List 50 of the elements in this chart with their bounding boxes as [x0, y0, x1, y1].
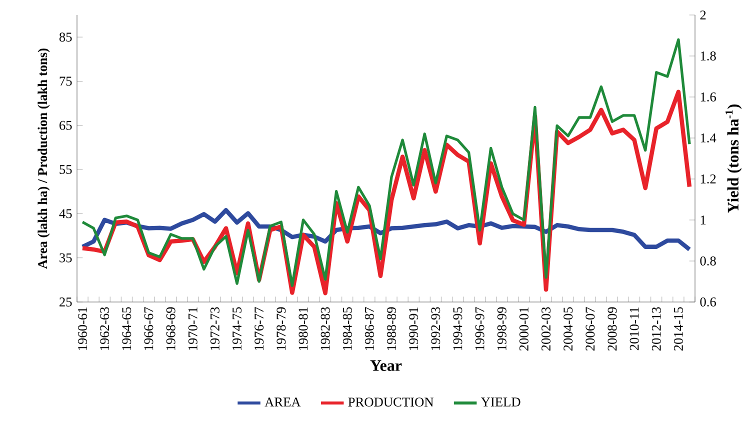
legend-label: YIELD [480, 398, 520, 406]
x-tick-label: 1982-83 [320, 307, 330, 350]
x-tick-label: 1996-97 [475, 307, 484, 350]
x-tick-label: 1978-79 [276, 307, 286, 350]
y2-tick-label: 1.6 [700, 92, 716, 102]
y2-tick-label: 0.8 [700, 256, 716, 266]
x-tick-label: 2008-09 [608, 307, 617, 351]
x-tick-label: 2002-03 [542, 307, 551, 351]
y2-tick-label: 2 [700, 10, 706, 20]
x-tick-label: 1986-87 [364, 307, 374, 350]
y2-tick-label: 1.8 [700, 51, 716, 61]
y2-tick-label: 1 [700, 216, 706, 224]
x-tick-label: 1968-69 [166, 307, 176, 350]
x-tick-label: 1960-61 [78, 308, 88, 350]
x-axis-title: Year [370, 360, 402, 371]
x-tick-label: 2000-01 [519, 308, 528, 351]
x-tick-label: 1984-85 [342, 307, 352, 350]
y-tick-label: 85 [59, 32, 72, 42]
x-tick-label: 1976-77 [254, 307, 264, 350]
x-tick-label: 1962-63 [100, 307, 110, 350]
legend-label: AREA [264, 398, 301, 406]
x-tick-label: 2012-13 [652, 307, 661, 351]
x-tick-label: 1980-81 [298, 308, 308, 350]
x-tick-label: 2014-15 [674, 307, 683, 351]
y2-tick-label: 1.4 [700, 134, 716, 142]
y-tick-label: 45 [59, 209, 72, 218]
x-tick-label: 1992-93 [431, 307, 440, 350]
x-tick-label: 1998-99 [497, 307, 506, 350]
y-tick-label: 25 [60, 298, 72, 306]
x-tick-label: 1966-67 [144, 307, 154, 350]
line-series [81, 38, 691, 287]
y-tick-label: 75 [60, 76, 72, 86]
x-tick-label: 1974-75 [232, 307, 242, 350]
x-tick-label: 2010-11 [630, 308, 639, 350]
x-tick-label: 1994-95 [453, 307, 462, 350]
y-tick-label: 35 [60, 253, 72, 262]
x-tick-label: 1964-65 [122, 307, 132, 350]
y2-tick-label: 0.6 [700, 297, 716, 307]
y-axis-title: Area (lakh ha) / Production (lakh tons) [38, 48, 50, 269]
x-tick-label: 1972-73 [210, 307, 220, 350]
x-tick-label: 2006-07 [586, 307, 595, 351]
y-tick-label: 55 [60, 165, 72, 174]
x-tick-label: 1990-91 [409, 308, 418, 350]
legend-label: PRODUCTION [348, 398, 434, 407]
x-tick-label: 1970-71 [188, 308, 198, 350]
y2-axis-title: Yield (tons ha$^{-1}$) [726, 104, 742, 213]
y2-tick-label: 1.2 [700, 174, 716, 184]
x-tick-label: 1988-89 [387, 307, 396, 350]
x-tick-label: 2004-05 [564, 307, 573, 351]
y-tick-label: 65 [60, 120, 72, 130]
